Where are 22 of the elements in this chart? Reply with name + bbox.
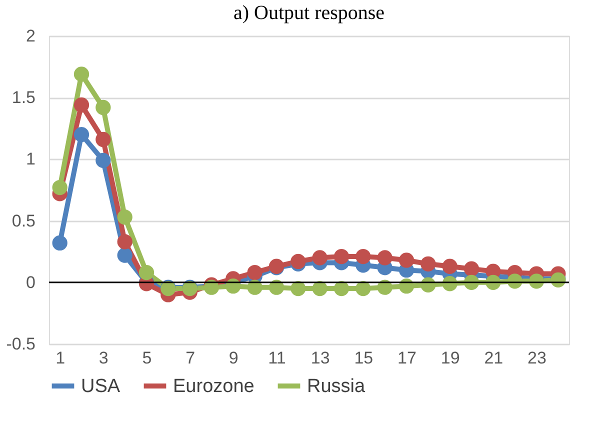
y-tick-label: 1.5 [12, 88, 36, 108]
y-tick-label: 2 [26, 26, 36, 46]
x-tick-label: 17 [398, 348, 416, 368]
legend-label: Eurozone [173, 376, 254, 397]
y-tick-label: 0 [26, 272, 36, 292]
legend-label: USA [81, 376, 120, 397]
x-tick-label: 3 [98, 348, 108, 368]
x-tick-label: 19 [440, 348, 460, 368]
x-tick-label: 1 [56, 348, 66, 368]
x-tick-label: 15 [354, 348, 374, 368]
y-tick-label: 1 [26, 150, 36, 169]
x-tick-label: 13 [310, 348, 330, 368]
y-tick-label: -0.5 [6, 334, 36, 354]
x-tick-label: 23 [528, 348, 546, 368]
x-tick-label: 21 [484, 348, 504, 368]
y-tick-label: 0.5 [12, 211, 36, 230]
x-tick-label: 5 [142, 348, 152, 368]
chart-title: a) Output response [233, 2, 385, 24]
legend-label: Russia [307, 376, 366, 397]
x-tick-label: 9 [228, 348, 238, 368]
x-tick-label: 7 [186, 348, 196, 368]
x-tick-label: 11 [268, 348, 286, 368]
